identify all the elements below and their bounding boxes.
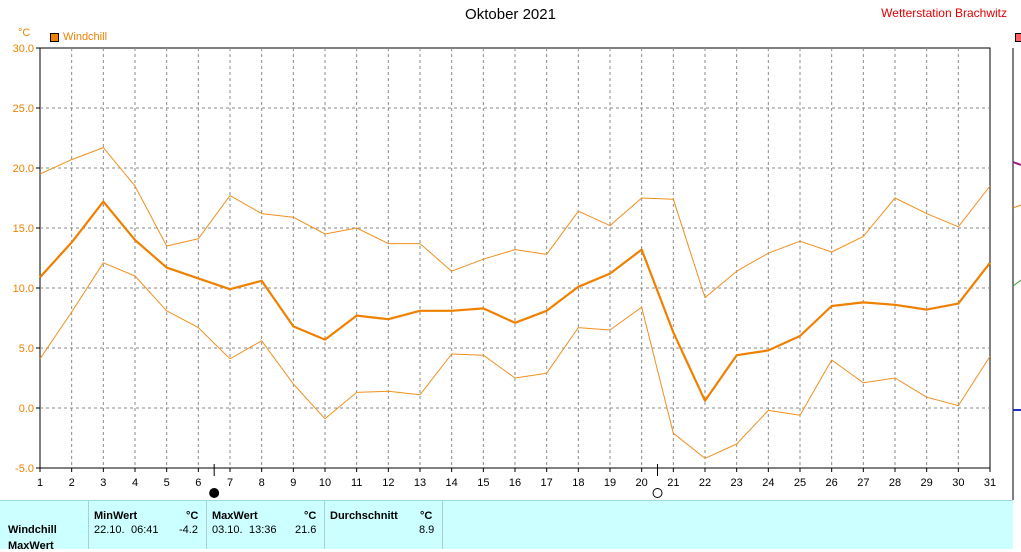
x-tick-label: 24	[762, 477, 774, 489]
x-tick-label: 10	[319, 477, 331, 489]
x-tick-label: 1	[37, 477, 43, 489]
x-tick-label: 14	[446, 477, 458, 489]
min-header: MinWert	[94, 510, 138, 522]
x-tick-label: 12	[382, 477, 394, 489]
x-tick-label: 3	[100, 477, 106, 489]
x-tick-label: 20	[636, 477, 648, 489]
x-tick-label: 17	[541, 477, 553, 489]
y-tick-label: 30.0	[13, 43, 34, 55]
x-tick-label: 15	[477, 477, 489, 489]
chart-title: Oktober 2021	[465, 6, 556, 23]
series-line-min	[39, 262, 991, 459]
full-moon-icon	[652, 488, 663, 498]
y-tick-label: 20.0	[13, 163, 34, 175]
table-divider	[206, 501, 207, 549]
x-tick-label: 6	[195, 477, 201, 489]
x-tick-label: 22	[699, 477, 711, 489]
table-divider	[442, 501, 443, 549]
x-tick-label: 23	[731, 477, 743, 489]
avg-value: 8.9	[419, 524, 435, 536]
legend-swatch	[50, 32, 59, 42]
y-tick-label: 5.0	[19, 343, 34, 355]
stats-table: Windchill MaxWert MinWert °C 22.10. 06:4…	[0, 500, 1013, 552]
avg-header: Durchschnitt	[330, 510, 398, 522]
line-chart: 30.025.020.015.010.05.00.0-5.01 2 3 4 5 6 7 8 9 1…	[13, 43, 1021, 500]
avg-unit: °C	[420, 510, 433, 522]
y-tick-label: 25.0	[13, 103, 34, 115]
x-tick-label: 11	[351, 477, 362, 489]
series-line-mean	[39, 200, 991, 402]
max-time: 13:36	[249, 524, 277, 536]
right-edge-mark	[1012, 279, 1021, 287]
y-tick-label: 0.0	[19, 403, 34, 415]
x-tick-label: 13	[414, 477, 426, 489]
x-tick-label: 19	[604, 477, 616, 489]
x-tick-label: 28	[889, 477, 901, 489]
min-value: -4.2	[179, 524, 198, 536]
x-tick-label: 30	[952, 477, 964, 489]
x-tick-label: 26	[826, 477, 838, 489]
x-tick-label: 16	[509, 477, 521, 489]
right-edge-mark	[1012, 161, 1021, 166]
y-tick-label: -5.0	[15, 463, 34, 475]
x-tick-label: 31	[984, 477, 996, 489]
min-unit: °C	[186, 510, 199, 522]
x-tick-label: 9	[290, 477, 296, 489]
x-tick-label: 21	[667, 477, 679, 489]
right-edge-mark	[1012, 204, 1021, 209]
max-header: MaxWert	[212, 510, 258, 522]
row-label-maxwert: MaxWert	[8, 540, 54, 552]
y-tick-label: 10.0	[13, 283, 34, 295]
x-tick-label: 8	[259, 477, 265, 489]
x-tick-label: 5	[164, 477, 170, 489]
table-divider	[324, 501, 325, 549]
y-axis-unit: °C	[18, 27, 31, 39]
max-unit: °C	[304, 510, 317, 522]
x-tick-label: 29	[921, 477, 933, 489]
x-tick-label: 27	[857, 477, 869, 489]
min-date: 22.10.	[94, 524, 125, 536]
x-tick-label: 4	[132, 477, 138, 489]
x-tick-label: 2	[69, 477, 75, 489]
x-tick-label: 18	[572, 477, 584, 489]
table-divider	[88, 501, 89, 549]
y-tick-label: 15.0	[13, 223, 34, 235]
series-line-max	[39, 147, 991, 299]
max-date: 03.10.	[212, 524, 243, 536]
max-value: 21.6	[295, 524, 317, 536]
legend-swatch-right	[1015, 33, 1021, 42]
new-moon-icon	[209, 488, 220, 498]
x-tick-label: 25	[794, 477, 806, 489]
legend: Windchill	[50, 31, 107, 43]
min-time: 06:41	[131, 524, 159, 536]
legend-label: Windchill	[63, 31, 108, 43]
row-label-windchill: Windchill	[8, 524, 57, 536]
x-tick-label: 7	[227, 477, 233, 489]
station-name: Wetterstation Brachwitz	[881, 6, 1007, 20]
